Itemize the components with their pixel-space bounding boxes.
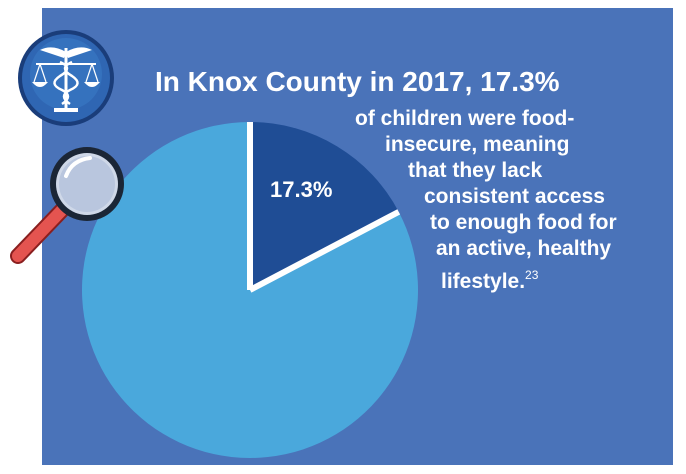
magnifying-glass-icon	[10, 147, 124, 264]
chart-title: In Knox County in 2017, 17.3%	[155, 66, 560, 97]
body-line-4: consistent access	[424, 185, 605, 208]
footnote-ref: 23	[525, 268, 539, 282]
pie-slice-highlight	[250, 122, 399, 290]
body-line-3: that they lack	[408, 159, 543, 182]
body-line-5: to enough food for	[430, 211, 617, 234]
slice-separator-2	[248, 209, 401, 293]
body-line-1: of children were food-	[355, 107, 575, 130]
body-line-7-text: lifestyle.	[441, 270, 526, 293]
slice-label-highlight: 17.3%	[270, 177, 333, 202]
body-line-7: lifestyle.23	[441, 262, 538, 295]
pie-group	[82, 122, 419, 458]
caduceus-scales-icon	[18, 30, 114, 126]
body-line-2: insecure, meaning	[385, 133, 570, 156]
body-line-6: an active, healthy	[436, 237, 612, 260]
